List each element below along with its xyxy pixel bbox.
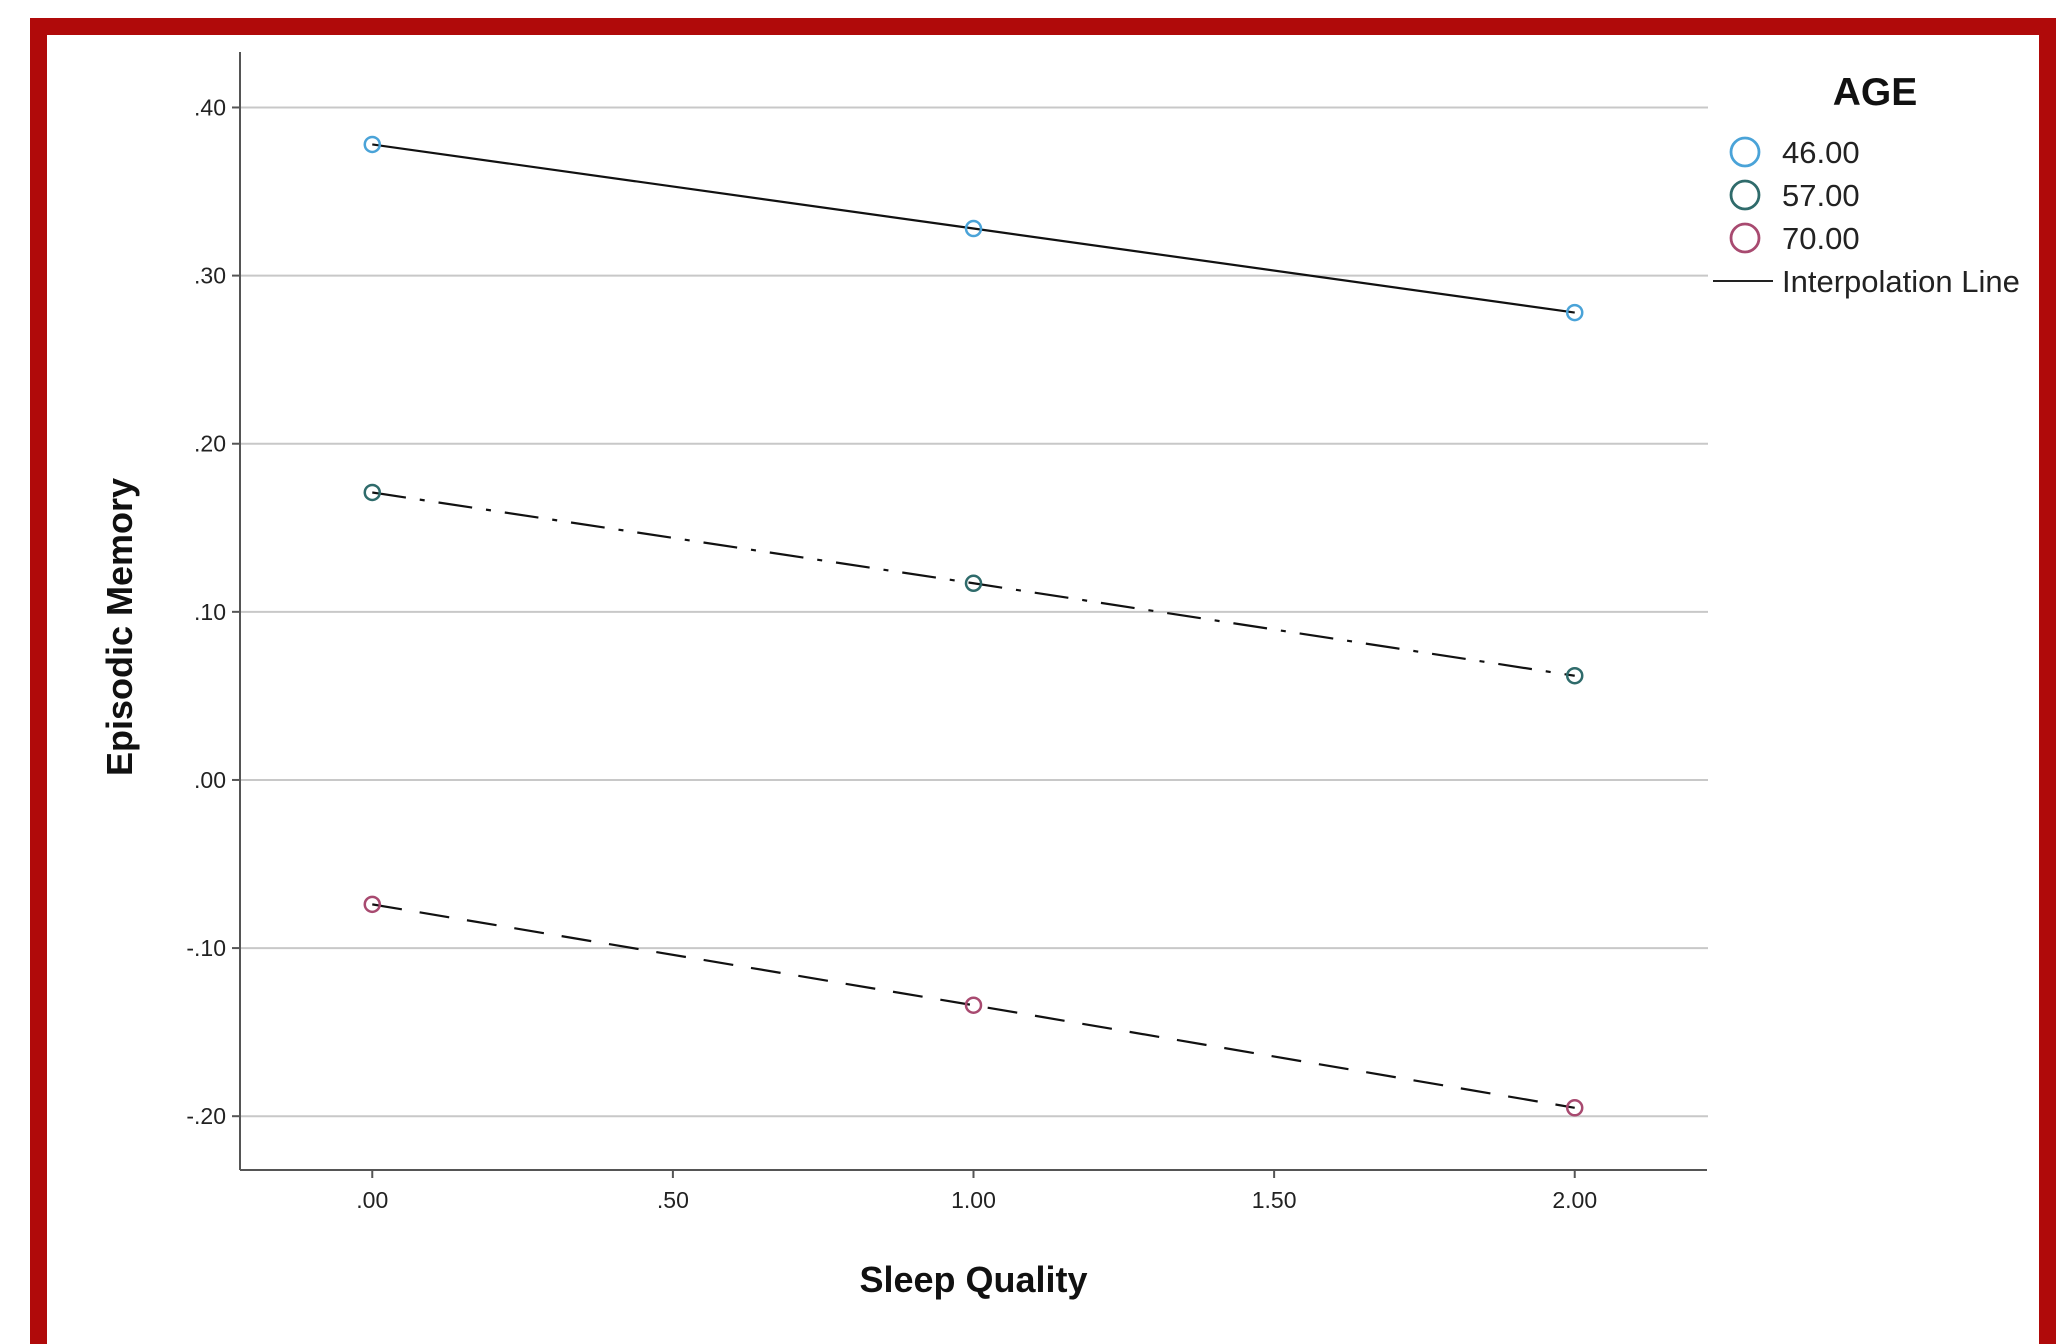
data-points [363,135,1584,1117]
data-point [1565,1099,1584,1117]
legend-marker [1729,136,1761,168]
legend-label: 46.00 [1782,135,1860,170]
legend-title: AGE [1833,71,1918,114]
y-tick-label: .00 [194,767,226,793]
data-point [964,219,983,238]
x-tick-labels: .00 .50 1.00 1.50 2.00 [356,1170,1597,1213]
x-axis-title: Sleep Quality [859,1259,1087,1300]
y-tick-label: .30 [194,263,226,289]
legend-label: 57.00 [1782,178,1860,213]
data-point [1565,303,1584,322]
y-tick-label: .20 [194,431,226,457]
y-tick-label: -.10 [186,935,226,961]
x-tick-label: .50 [657,1187,689,1213]
legend: AGE 46.00 57.00 70.00 Interpolation Line [1713,71,2020,299]
series-lines [372,143,1575,1109]
legend-items: 46.00 57.00 70.00 [1729,135,1860,256]
gridlines [232,106,1708,1118]
data-point [363,895,382,914]
data-point [363,135,382,154]
data-point [964,996,983,1014]
legend-marker [1729,179,1761,211]
legend-label: 70.00 [1782,221,1860,256]
y-axis-title: Episodic Memory [99,478,140,776]
series-line-46.00 [372,143,1575,314]
x-tick-label: .00 [356,1187,388,1213]
legend-marker [1729,222,1761,254]
data-point [1565,666,1584,685]
x-tick-label: 1.00 [951,1187,996,1213]
y-tick-label: .40 [194,94,226,120]
data-point [363,483,382,502]
x-tick-label: 1.50 [1252,1187,1297,1213]
legend-line-label: Interpolation Line [1782,264,2020,299]
x-tick-label: 2.00 [1552,1187,1597,1213]
y-tick-label: .10 [194,599,226,625]
y-tick-label: -.20 [186,1103,226,1129]
series-line-70.00 [372,903,1575,1109]
series-line-57.00 [372,491,1575,677]
data-point [964,574,983,593]
y-tick-labels: -.20 -.10 .00 .10 .20 .30 .40 [186,94,226,1129]
